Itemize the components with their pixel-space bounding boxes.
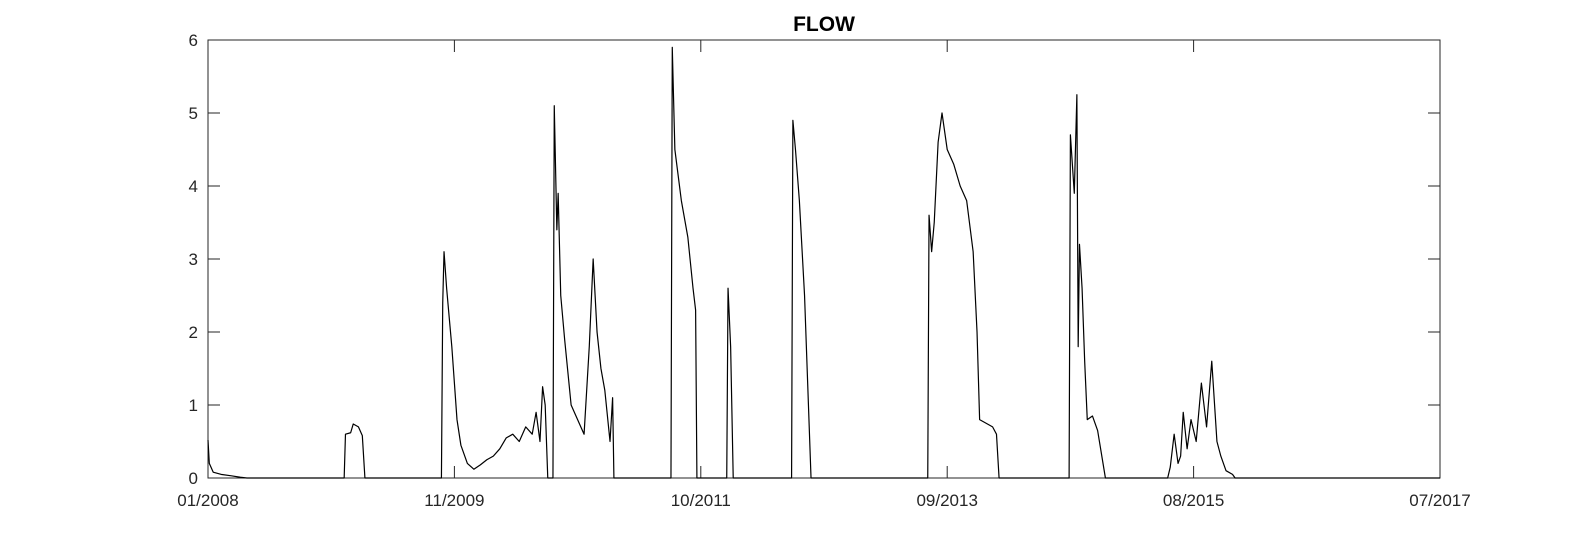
y-tick-label: 4	[189, 177, 198, 196]
y-tick-label: 0	[189, 469, 198, 488]
x-tick-label: 08/2015	[1163, 491, 1224, 510]
y-tick-label: 3	[189, 250, 198, 269]
y-tick-label: 5	[189, 104, 198, 123]
y-tick-label: 6	[189, 31, 198, 50]
x-tick-label: 10/2011	[671, 491, 731, 510]
plot-area-frame	[208, 40, 1440, 478]
x-tick-label: 01/2008	[177, 491, 238, 510]
x-tick-label: 09/2013	[916, 491, 977, 510]
x-tick-label: 07/2017	[1409, 491, 1470, 510]
x-tick-label: 11/2009	[424, 491, 484, 510]
y-tick-label: 2	[189, 323, 198, 342]
chart-title: FLOW	[793, 13, 855, 36]
y-tick-label: 1	[189, 396, 198, 415]
